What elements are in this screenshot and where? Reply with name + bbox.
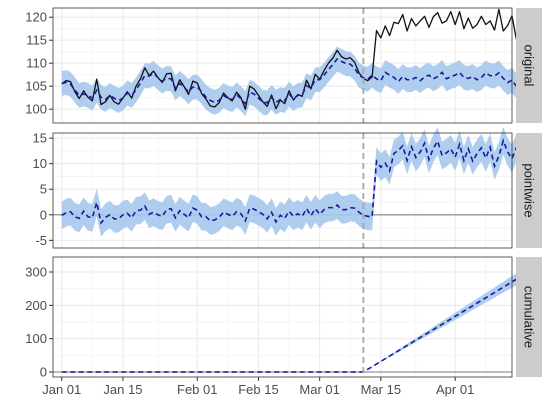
panel-border: [52, 132, 513, 249]
x-tick-label: Mar 15: [361, 382, 401, 397]
y-tick-label: 100: [25, 331, 47, 346]
y-tick-label: 300: [25, 265, 47, 280]
y-tick-label: 200: [25, 298, 47, 313]
facet-strip-label: original: [522, 45, 537, 87]
y-tick-label: 10: [33, 156, 47, 171]
y-tick-label: 115: [26, 33, 47, 48]
panel-border: [52, 7, 513, 124]
prediction-line: [61, 267, 535, 373]
observed-line: [61, 8, 539, 110]
y-tick-label: 0: [40, 207, 47, 222]
y-tick-label: 100: [25, 102, 47, 117]
panel-background: [53, 257, 512, 377]
x-tick-label: Feb 01: [177, 382, 217, 397]
facet-strip-label: cumulative: [522, 286, 537, 348]
confidence-band: [61, 126, 539, 237]
y-tick-label: 120: [25, 10, 47, 25]
y-tick-label: 5: [40, 182, 47, 197]
facet-strip: [516, 133, 542, 248]
panel-original: 100 105 110 115 120 original: [25, 7, 542, 124]
y-tick-label: 0: [40, 365, 47, 380]
prediction-line: [61, 58, 534, 106]
x-tick-label: Mar 01: [299, 382, 339, 397]
x-tick-label: Jan 01: [42, 382, 81, 397]
panel-pointwise: -5 0 5 10 15 pointwise: [33, 126, 542, 249]
panel-cumulative: 0 100 200 300 cumulative: [25, 256, 542, 380]
y-tick-label: -5: [35, 233, 47, 248]
confidence-band: [61, 46, 534, 117]
y-tick-label: 110: [26, 56, 47, 71]
facet-strip: [516, 8, 542, 123]
facet-strip-label: pointwise: [522, 163, 537, 217]
x-tick-label: Jan 15: [103, 382, 142, 397]
y-tick-label: 15: [33, 131, 47, 146]
x-tick-label: Apr 01: [436, 382, 474, 397]
y-tick-label: 105: [25, 79, 47, 94]
panel-border: [52, 256, 513, 378]
prediction-line: [61, 138, 539, 225]
x-tick-label: Feb 15: [238, 382, 278, 397]
facet-strip: [516, 257, 542, 377]
x-axis: Jan 01 Jan 15 Feb 01 Feb 15 Mar 01 Mar 15 Apr …: [42, 377, 474, 397]
